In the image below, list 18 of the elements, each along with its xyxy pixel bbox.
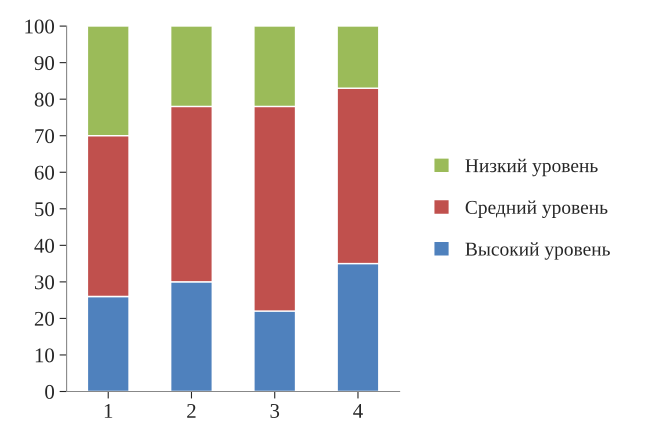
legend-label: Высокий уровень: [465, 242, 610, 260]
y-tick-label: 20: [34, 312, 54, 326]
y-tick-label: 40: [34, 238, 54, 253]
y-tick-label: 70: [35, 129, 54, 144]
legend-label: Низкий уровень: [465, 158, 598, 176]
x-tick-label: 3: [270, 404, 280, 418]
y-tick-label: 80: [34, 92, 54, 107]
y-tick-label: 30: [34, 275, 54, 290]
y-tick-label: 90: [34, 56, 54, 70]
x-tick-label: 4: [353, 404, 363, 418]
y-tick-label: 100: [25, 19, 54, 34]
x-tick-label: 2: [187, 404, 196, 418]
y-tick-label: 60: [34, 166, 54, 180]
y-tick-label: 50: [35, 202, 54, 216]
legend-label: Средний уровень: [466, 200, 608, 218]
x-tick-label: 1: [104, 404, 112, 418]
y-tick-label: 10: [36, 348, 54, 362]
y-tick-label: 0: [45, 384, 54, 399]
